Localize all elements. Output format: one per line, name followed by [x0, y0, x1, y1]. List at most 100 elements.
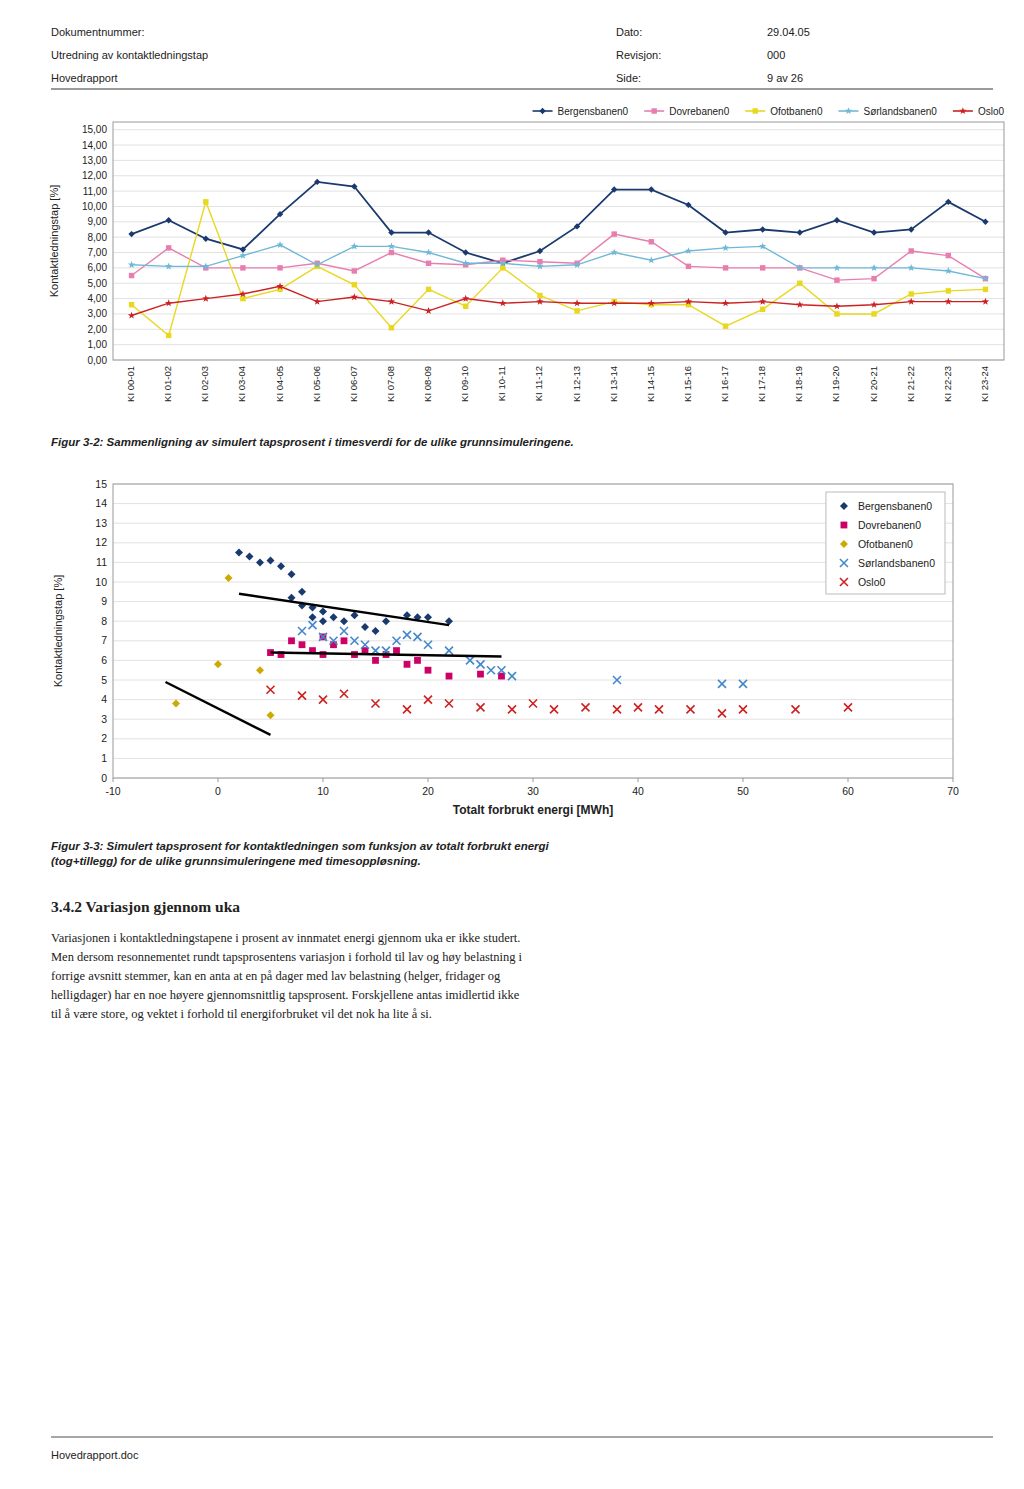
point	[298, 627, 306, 635]
point	[298, 588, 306, 596]
x-tick-label: KI 21-22	[905, 366, 916, 402]
point	[319, 607, 327, 615]
y-tick-label: 0,00	[88, 355, 108, 366]
point	[446, 673, 453, 680]
point	[389, 325, 394, 330]
point	[403, 705, 411, 713]
x-tick-label: KI 00-01	[125, 366, 136, 402]
point	[445, 700, 453, 708]
point	[393, 647, 400, 654]
x-tick-label: KI 13-14	[608, 366, 619, 402]
header: Dokumentnummer:Utredning av kontaktledni…	[51, 26, 810, 84]
x-tick-label: 10	[317, 785, 329, 797]
legend-marker	[840, 578, 848, 586]
point	[319, 696, 327, 704]
grid-line	[113, 758, 953, 759]
point	[844, 703, 852, 711]
point	[166, 333, 171, 338]
y-tick-label: 15	[95, 478, 107, 490]
point	[165, 217, 171, 223]
header-value: 29.04.05	[767, 26, 810, 38]
grid-line	[113, 160, 1004, 161]
x-tick	[113, 778, 114, 782]
grid-line	[113, 175, 1004, 176]
point	[235, 549, 243, 557]
grid-line	[113, 221, 1004, 222]
x-tick-label: 30	[527, 785, 539, 797]
point	[239, 252, 246, 259]
y-tick-label: 3	[101, 713, 107, 725]
point	[214, 660, 222, 668]
point	[983, 287, 988, 292]
legend-marker	[539, 108, 545, 114]
point	[648, 299, 655, 306]
point	[277, 562, 285, 570]
point	[477, 703, 485, 711]
point	[477, 660, 485, 668]
x-axis-label: Totalt forbrukt energi [MWh]	[453, 803, 613, 817]
point	[908, 291, 913, 296]
point	[424, 641, 432, 649]
legend-label: Bergensbanen0	[558, 106, 629, 117]
point	[314, 179, 320, 185]
y-tick-label: 4	[101, 693, 107, 705]
point	[536, 298, 543, 305]
point	[833, 302, 840, 309]
point	[202, 295, 209, 302]
y-tick-label: 14,00	[82, 140, 107, 151]
point	[466, 656, 474, 664]
point	[277, 265, 282, 270]
point	[739, 680, 747, 688]
legend-label: Sørlandsbanen0	[863, 106, 937, 117]
point	[611, 249, 618, 256]
point	[536, 263, 543, 270]
point	[352, 268, 357, 273]
point	[203, 235, 209, 241]
point	[414, 657, 421, 664]
grid-line	[113, 699, 953, 700]
point	[487, 666, 495, 674]
plot-frame	[113, 122, 1004, 360]
point	[611, 299, 618, 306]
point	[314, 298, 321, 305]
point	[225, 574, 233, 582]
legend-label: Ofotbanen0	[858, 538, 913, 550]
point	[463, 304, 468, 309]
legend-marker	[841, 522, 848, 529]
x-tick-label: KI 15-16	[682, 366, 693, 402]
y-tick-label: 13,00	[82, 155, 107, 166]
header-text: Utredning av kontaktledningstap	[51, 49, 208, 61]
point	[341, 637, 348, 644]
grid-line	[113, 191, 1004, 192]
y-tick-label: 9	[101, 595, 107, 607]
point	[908, 264, 915, 271]
plot-area	[113, 484, 953, 778]
header-label: Side:	[616, 72, 641, 84]
point	[573, 299, 580, 306]
y-tick-label: 10	[95, 576, 107, 588]
legend-box	[826, 492, 945, 594]
legend-label: Dovrebanen0	[669, 106, 729, 117]
point	[276, 282, 283, 289]
point	[685, 202, 691, 208]
point	[314, 261, 321, 268]
point	[582, 703, 590, 711]
point	[498, 666, 506, 674]
point	[613, 705, 621, 713]
point	[352, 282, 357, 287]
point	[267, 556, 275, 564]
point	[871, 229, 877, 235]
x-tick-label: KI 12-13	[571, 366, 582, 402]
x-tick-label: -10	[105, 785, 120, 797]
x-tick	[533, 778, 534, 782]
point	[424, 613, 432, 621]
footer-rule	[51, 1437, 993, 1438]
point	[239, 290, 246, 297]
point	[871, 276, 876, 281]
x-tick-label: KI 22-23	[942, 366, 953, 402]
grid-line	[113, 145, 1004, 146]
point	[718, 680, 726, 688]
point	[499, 299, 506, 306]
x-tick-label: 50	[737, 785, 749, 797]
header-text: Hovedrapport	[51, 72, 118, 84]
